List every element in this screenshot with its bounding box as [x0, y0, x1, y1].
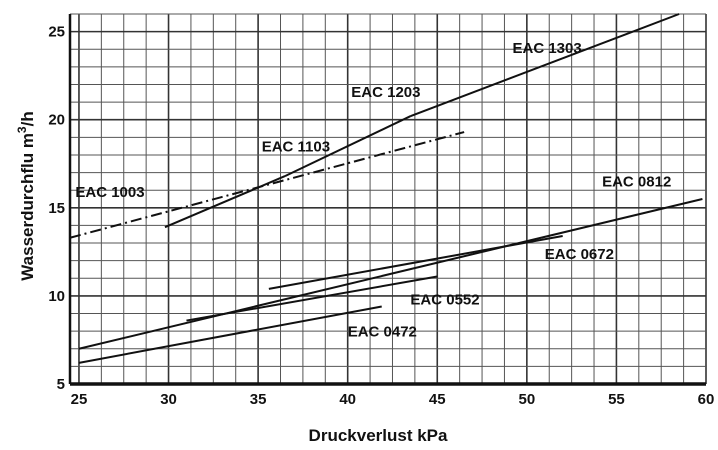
grid — [70, 13, 707, 385]
series-label-eac-0672: EAC 0672 — [545, 246, 614, 263]
x-tick-label: 35 — [250, 391, 267, 408]
x-tick-label: 50 — [519, 391, 536, 408]
series-line-eac-0552 — [186, 275, 438, 322]
y-axis-title: Wasserdurchflu m3/h — [15, 111, 37, 280]
series-label-eac-1103: EAC 1103 — [262, 138, 330, 155]
x-tick-label: 30 — [160, 391, 177, 408]
y-axis-title-tail: /h — [18, 111, 37, 126]
series-line-eac-1003 — [69, 131, 465, 239]
series-label-eac-1203: EAC 1203 — [351, 84, 420, 101]
series-label-eac-0552: EAC 0552 — [410, 292, 479, 309]
y-tick-label: 25 — [48, 24, 65, 41]
x-tick-label: 60 — [698, 391, 715, 408]
series-line-eac-1103 — [164, 175, 286, 229]
y-tick-labels: 5 10 15 20 25 — [48, 24, 65, 393]
x-tick-label: 25 — [71, 391, 88, 408]
series-line-eac-0472 — [78, 305, 382, 364]
series-label-eac-1003: EAC 1003 — [75, 184, 144, 201]
y-tick-label: 20 — [48, 112, 65, 129]
y-axis-title-main: Wasserdurchflu m — [18, 133, 37, 281]
series-line-eac-0812 — [78, 198, 703, 350]
series-label-eac-0812: EAC 0812 — [602, 174, 671, 191]
plot-frame — [68, 14, 706, 386]
series-line-eac-1303 — [410, 13, 680, 118]
x-axis-title: Druckverlust kPa — [309, 426, 448, 445]
y-axis-title-superscript: 3 — [15, 126, 29, 133]
x-tick-labels: 25 30 35 40 45 50 55 60 — [71, 391, 715, 408]
series-label-eac-0472: EAC 0472 — [348, 323, 417, 340]
y-tick-label: 10 — [48, 288, 65, 305]
series-labels: EAC 1003 EAC 1103 EAC 1203 EAC 1303 EAC 0812… — [75, 40, 671, 341]
x-tick-label: 45 — [429, 391, 446, 408]
series-label-eac-1303: EAC 1303 — [513, 40, 582, 57]
series-group — [69, 13, 703, 364]
y-tick-label: 15 — [48, 200, 65, 217]
y-tick-label: 5 — [57, 376, 65, 393]
x-tick-label: 40 — [339, 391, 356, 408]
series-line-eac-1203 — [284, 115, 411, 177]
x-tick-label: 55 — [608, 391, 625, 408]
series-line-eac-0672 — [268, 235, 563, 290]
